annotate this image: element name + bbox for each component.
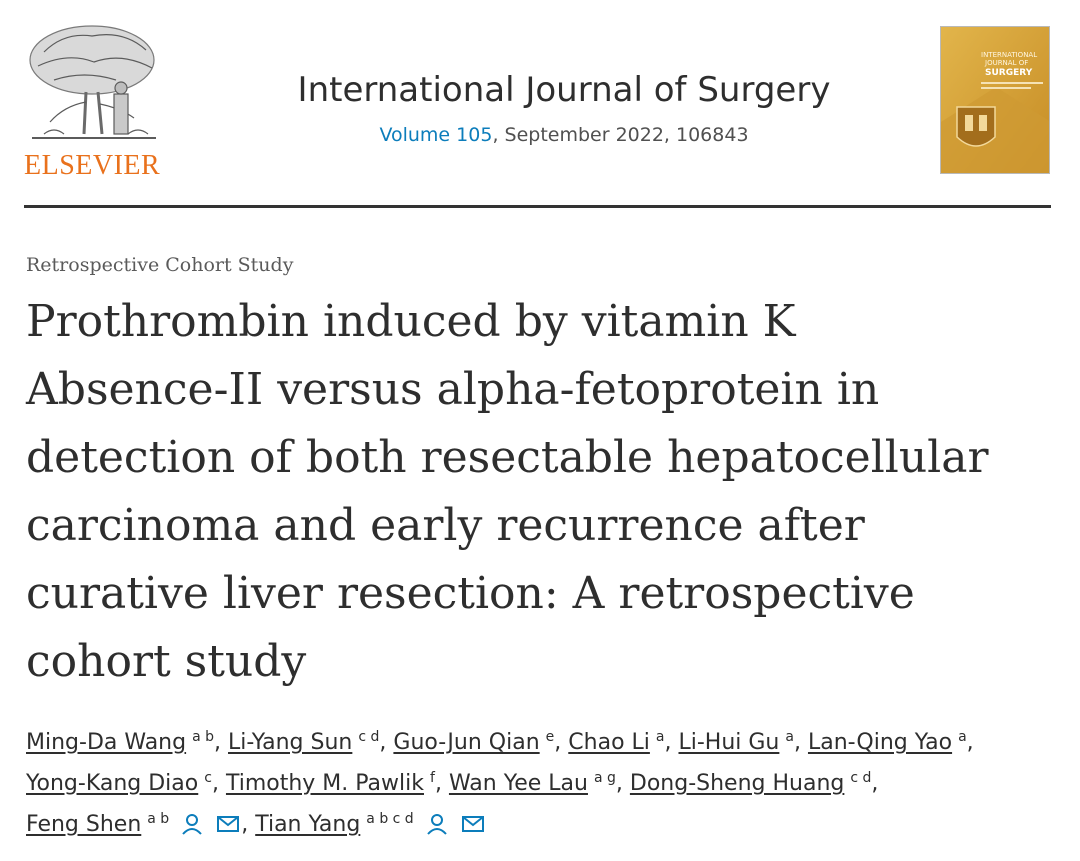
affiliation-marks[interactable]: a <box>655 728 665 745</box>
author-name-link[interactable]: Feng Shen <box>26 812 142 837</box>
title-line: detection of both resectable hepatocellu… <box>26 432 989 483</box>
separator: , <box>793 730 808 755</box>
separator: , <box>554 730 569 755</box>
cover-line-1: INTERNATIONAL <box>981 51 1037 59</box>
author: Li-Yang Sun c d, <box>228 730 393 755</box>
author-name-link[interactable]: Dong-Sheng Huang <box>629 771 845 796</box>
author-name-link[interactable]: Chao Li <box>568 730 650 755</box>
affiliation-marks[interactable]: a b c d <box>366 810 414 827</box>
author-name-link[interactable]: Yong-Kang Diao <box>26 771 199 796</box>
author-name-link[interactable]: Wan Yee Lau <box>448 771 588 796</box>
affiliation-marks[interactable]: e <box>545 728 555 745</box>
person-icon[interactable] <box>179 811 205 837</box>
author: Timothy M. Pawlik f, <box>226 771 449 796</box>
cover-line-2: JOURNAL OF <box>984 59 1028 67</box>
title-line: Prothrombin induced by vitamin K <box>26 296 796 347</box>
envelope-icon[interactable] <box>460 811 486 837</box>
issue-details: , September 2022, 106843 <box>492 124 749 146</box>
author-name-link[interactable]: Timothy M. Pawlik <box>225 771 424 796</box>
author: Lan-Qing Yao a, <box>808 730 974 755</box>
affiliation-marks[interactable]: a b <box>147 810 170 827</box>
volume-link[interactable]: Volume 105 <box>379 124 493 146</box>
author-name-link[interactable]: Li-Hui Gu <box>678 730 780 755</box>
author-name-link[interactable]: Li-Yang Sun <box>228 730 353 755</box>
separator: , <box>379 730 394 755</box>
author: Yong-Kang Diao c, <box>26 771 226 796</box>
title-line: cohort study <box>26 636 307 687</box>
author: Wan Yee Lau a g, <box>449 771 630 796</box>
article-type-label: Retrospective Cohort Study <box>26 254 294 276</box>
separator: , <box>664 730 679 755</box>
header-divider <box>24 205 1051 208</box>
author: Tian Yang a b c d <box>255 812 486 837</box>
affiliation-marks[interactable]: c <box>204 769 212 786</box>
affiliation-marks[interactable]: a <box>958 728 967 745</box>
elsevier-tree-icon <box>29 25 156 139</box>
separator: , <box>615 771 630 796</box>
author-name-link[interactable]: Lan-Qing Yao <box>807 730 953 755</box>
author-name-link[interactable]: Guo-Jun Qian <box>393 730 540 755</box>
separator: , <box>214 730 229 755</box>
separator: , <box>871 771 879 796</box>
cover-line-3: SURGERY <box>985 68 1033 78</box>
affiliation-marks[interactable]: a b <box>192 728 215 745</box>
elsevier-logo[interactable]: ELSEVIER <box>24 22 164 182</box>
affiliation-marks[interactable]: a <box>785 728 794 745</box>
envelope-icon[interactable] <box>215 811 241 837</box>
author-name-link[interactable]: Ming-Da Wang <box>26 730 187 755</box>
article-title: Prothrombin induced by vitamin K Absence… <box>26 288 1066 696</box>
affiliation-marks[interactable]: c d <box>850 769 872 786</box>
author: Guo-Jun Qian e, <box>393 730 568 755</box>
separator: , <box>241 812 256 837</box>
author: Ming-Da Wang a b, <box>26 730 228 755</box>
author: Li-Hui Gu a, <box>678 730 807 755</box>
journal-title[interactable]: International Journal of Surgery <box>297 70 831 110</box>
journal-cover-thumbnail[interactable]: INTERNATIONAL JOURNAL OF SURGERY <box>940 26 1050 174</box>
journal-header: International Journal of Surgery Volume … <box>200 70 928 146</box>
cover-artwork: INTERNATIONAL JOURNAL OF SURGERY <box>941 27 1049 173</box>
affiliation-marks[interactable]: c d <box>358 728 380 745</box>
author-name-link[interactable]: Tian Yang <box>255 812 361 837</box>
separator: , <box>966 730 974 755</box>
affiliation-marks[interactable]: a g <box>593 769 616 786</box>
author: Chao Li a, <box>568 730 678 755</box>
author: Feng Shen a b, <box>26 812 255 837</box>
affiliation-marks[interactable]: f <box>430 769 435 786</box>
title-line: carcinoma and early recurrence after <box>26 500 865 551</box>
title-line: Absence-II versus alpha-fetoprotein in <box>26 364 880 415</box>
title-line: curative liver resection: A retrospectiv… <box>26 568 915 619</box>
author-list: Ming-Da Wang a b, Li-Yang Sun c d, Guo-Jun… <box>26 722 1066 845</box>
journal-issue-line: Volume 105, September 2022, 106843 <box>200 124 928 146</box>
author: Dong-Sheng Huang c d, <box>630 771 879 796</box>
separator: , <box>434 771 449 796</box>
separator: , <box>211 771 226 796</box>
person-icon[interactable] <box>424 811 450 837</box>
publisher-name: ELSEVIER <box>24 150 161 181</box>
